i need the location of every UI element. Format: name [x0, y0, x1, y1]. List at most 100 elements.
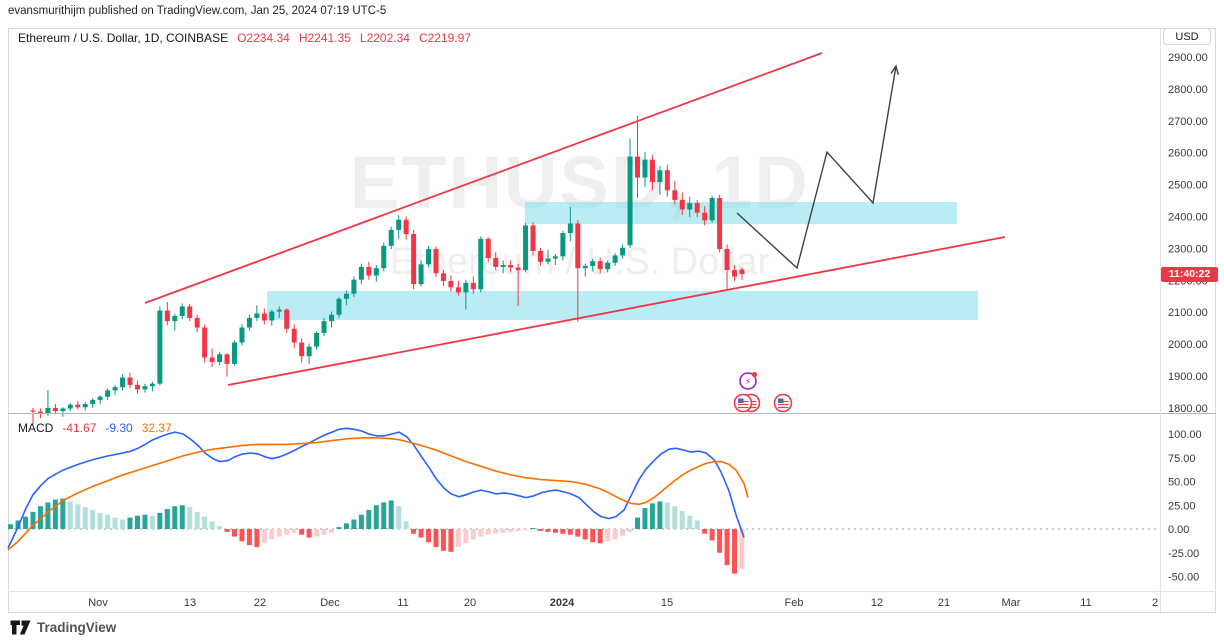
macd-axis[interactable]: 100.00 75.00 50.00 25.00 0.00 -25.00 -50.00	[1168, 429, 1202, 584]
macd-hist-bar	[418, 529, 424, 538]
published-attribution: evansmurithijm published on TradingView.…	[8, 5, 387, 17]
macd-hist-bar	[105, 514, 111, 529]
macd-hist-bar	[396, 506, 402, 529]
axis-tick-label: 2300.00	[1168, 243, 1208, 255]
zone-rect[interactable]	[525, 202, 957, 224]
candle-body	[127, 377, 133, 385]
axis-tick-label: 2700.00	[1168, 116, 1208, 128]
symbol-title[interactable]: Ethereum / U.S. Dollar, 1D, COINBASE	[18, 31, 229, 45]
candle-body	[373, 268, 379, 276]
trendline[interactable]	[227, 236, 1006, 386]
candle-body	[732, 270, 738, 277]
axis-tick-label: 2500.00	[1168, 180, 1208, 192]
axis-tick-label: 2024	[550, 597, 575, 609]
macd-hist-bar	[717, 529, 723, 553]
projection-arrow[interactable]	[736, 64, 899, 270]
candle-body	[724, 249, 730, 271]
axis-tick-label: 2800.00	[1168, 84, 1208, 96]
macd-hist-bar	[97, 512, 103, 529]
macd-hist-bar	[134, 515, 140, 529]
candle-body	[649, 159, 655, 183]
candle-body	[493, 257, 499, 267]
candle-body	[470, 282, 476, 290]
event-icon-us-flag[interactable]	[773, 393, 793, 413]
macd-hist-bar	[634, 517, 640, 529]
macd-hist-bar	[687, 515, 693, 529]
supply-demand-zones	[267, 202, 978, 320]
macd-hist-bar	[366, 510, 372, 529]
macd-hist-bar	[605, 529, 611, 542]
candle-body	[739, 269, 745, 274]
macd-title[interactable]: MACD	[18, 421, 54, 435]
axis-tick-label: 2900.00	[1168, 52, 1208, 64]
macd-hist-bar	[127, 517, 133, 529]
bar-countdown-label: 11:40:22	[1161, 267, 1218, 282]
axis-tick-label: 1800.00	[1168, 403, 1208, 415]
trendline[interactable]	[144, 52, 823, 304]
candle-body	[134, 384, 140, 390]
macd-hist-bar	[508, 529, 514, 532]
macd-hist-bar	[679, 510, 685, 529]
macd-hist-bar	[582, 529, 588, 540]
macd-hist-bar	[120, 519, 126, 529]
signal-line	[7, 436, 749, 551]
macd-hist-bar	[291, 529, 297, 533]
candle-body	[172, 316, 178, 322]
axis-tick-label: 15	[661, 597, 673, 609]
candle-body	[426, 249, 432, 265]
event-markers[interactable]: ⚡	[733, 371, 793, 413]
axis-tick-label: 11	[397, 597, 408, 609]
macd-hist-bar	[351, 519, 357, 529]
macd-hist-bar	[231, 529, 237, 537]
macd-hist-bar	[172, 506, 178, 529]
axis-tick-label: 0.00	[1168, 524, 1189, 536]
axis-tick-label: Mar	[1002, 597, 1021, 609]
candle-body	[336, 298, 342, 315]
candle-body	[120, 377, 126, 388]
axis-tick-label: 21	[938, 597, 950, 609]
macd-hist-bar	[142, 514, 148, 529]
macd-hist-bar	[560, 529, 566, 534]
macd-hist-bar	[523, 529, 529, 530]
event-icon-us-flag-pair[interactable]	[733, 393, 761, 413]
candle-body	[60, 408, 66, 412]
candle-body	[635, 156, 641, 178]
candle-body	[329, 314, 335, 322]
candle-body	[709, 197, 715, 221]
candle-body	[620, 247, 626, 256]
macd-hist-bar	[597, 529, 603, 544]
candle-body	[672, 190, 678, 200]
trendlines[interactable]	[144, 52, 1006, 386]
currency-toggle-button[interactable]: USD	[1163, 28, 1211, 45]
candle-body	[418, 264, 424, 285]
macd-hist-bar	[724, 529, 730, 566]
candle-body	[694, 203, 700, 213]
macd-hist-bar	[381, 502, 387, 529]
macd-hist-bar	[470, 529, 476, 540]
candle-body	[239, 327, 245, 343]
event-icon-flash[interactable]: ⚡	[739, 371, 758, 390]
macd-hist-bar	[343, 523, 349, 529]
candle-body	[582, 265, 588, 269]
candle-body	[261, 313, 267, 321]
macd-hist-bar	[403, 521, 409, 529]
axis-tick-label: 75.00	[1168, 453, 1196, 465]
macd-hist-bar	[545, 529, 551, 532]
time-axis[interactable]: Nov 13 22 Dec 11 20 2024 15 Feb 12 21 Mar 11 2	[88, 597, 1158, 609]
candle-body	[343, 293, 349, 299]
macd-hist-bar	[739, 529, 745, 569]
macd-hist-bar	[60, 498, 66, 529]
macd-hist-bar	[694, 520, 700, 529]
zone-rect[interactable]	[267, 291, 978, 320]
price-axis[interactable]: 2900.00 2800.00 2700.00 2600.00 2500.00 2400.…	[1168, 52, 1208, 415]
axis-tick-label: 1900.00	[1168, 371, 1208, 383]
tradingview-footer[interactable]: TradingView	[10, 620, 116, 635]
macd-hist-bar	[202, 516, 208, 529]
candle-body	[388, 229, 394, 246]
candle-body	[552, 256, 558, 259]
candle-body	[97, 396, 103, 400]
candle-body	[523, 225, 529, 271]
macd-hist-bar	[672, 506, 678, 529]
candle-body	[478, 238, 484, 290]
